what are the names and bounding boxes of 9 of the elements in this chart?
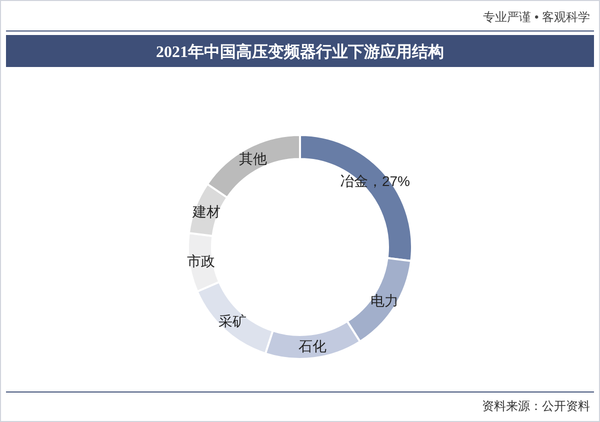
slice-label: 建材 <box>191 204 220 220</box>
slice-label: 采矿 <box>218 312 247 329</box>
slice-label: 电力 <box>370 292 398 309</box>
slice-label: 石化 <box>298 338 327 354</box>
text: 专业严谨 • 客观科学 <box>483 10 590 24</box>
chart-title: 2021年中国高压变频器行业下游应用结构 <box>156 42 444 61</box>
text: 资料来源：公开资料 <box>482 399 590 413</box>
slice-label: 市政 <box>187 253 215 270</box>
slice-label: 其他 <box>239 150 268 167</box>
